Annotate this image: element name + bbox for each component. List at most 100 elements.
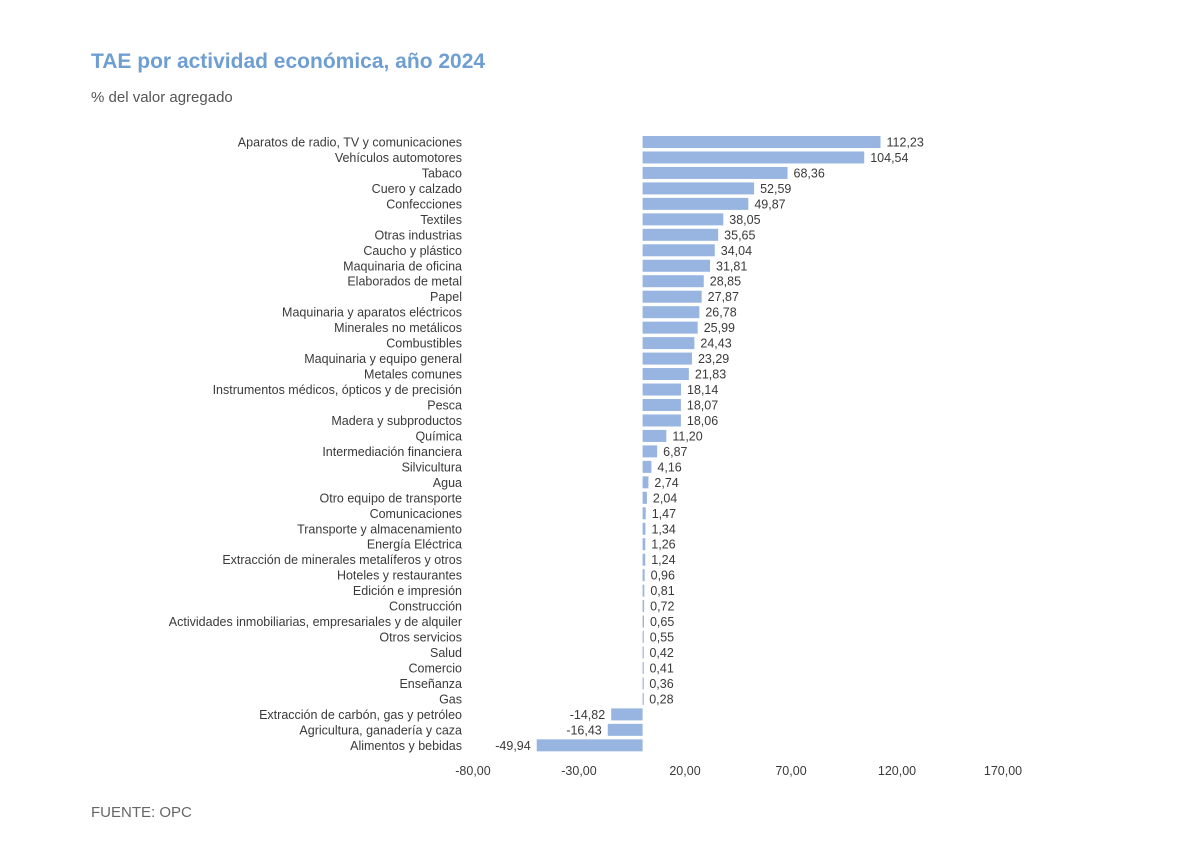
- data-label: 0,41: [649, 661, 673, 675]
- category-label: Maquinaria y equipo general: [304, 352, 462, 366]
- data-label: 21,83: [695, 368, 726, 382]
- bar: [642, 290, 702, 303]
- category-label: Otras industrias: [374, 228, 462, 242]
- category-label: Edición e impresión: [353, 584, 462, 598]
- bar: [642, 631, 644, 644]
- data-label: 52,59: [760, 182, 791, 196]
- category-label: Cuero y calzado: [372, 182, 462, 196]
- category-label: Gas: [439, 692, 462, 706]
- data-label: 35,65: [724, 228, 755, 242]
- bar: [642, 213, 724, 226]
- data-label: 27,87: [708, 290, 739, 304]
- category-label: Enseñanza: [399, 677, 462, 691]
- category-label: Aparatos de radio, TV y comunicaciones: [238, 136, 462, 150]
- data-label: 18,06: [687, 414, 718, 428]
- bar: [642, 306, 700, 319]
- category-label: Intermediación financiera: [322, 445, 462, 459]
- data-label: 6,87: [663, 445, 687, 459]
- bar: [642, 569, 645, 582]
- category-label: Comercio: [409, 661, 463, 675]
- category-label: Silvicultura: [402, 460, 462, 474]
- chart-source: FUENTE: OPC: [91, 804, 192, 821]
- category-label: Química: [415, 429, 462, 443]
- category-label: Combustibles: [386, 337, 462, 351]
- x-tick-label: 170,00: [984, 764, 1022, 778]
- data-label: 49,87: [754, 197, 785, 211]
- category-label: Otros servicios: [379, 631, 462, 645]
- bar: [642, 538, 646, 551]
- bar: [642, 383, 682, 396]
- data-label: 0,36: [649, 677, 673, 691]
- data-label: 0,65: [650, 615, 674, 629]
- category-label: Extracción de carbón, gas y petróleo: [259, 708, 462, 722]
- x-tick-label: 120,00: [878, 764, 916, 778]
- category-label: Elaborados de metal: [347, 275, 462, 289]
- data-label: 0,81: [650, 584, 674, 598]
- x-tick-label: -30,00: [561, 764, 596, 778]
- data-label: 24,43: [700, 337, 731, 351]
- data-label: 1,34: [651, 522, 675, 536]
- chart-title: TAE por actividad económica, año 2024: [91, 50, 486, 73]
- bar: [642, 661, 644, 674]
- category-label: Extracción de minerales metalíferos y ot…: [222, 553, 462, 567]
- bar: [642, 553, 646, 566]
- category-label: Metales comunes: [364, 368, 462, 382]
- bar: [642, 398, 681, 411]
- x-axis-ticks: -80,00 -30,00 20,00 70,00 120,00 170,00: [455, 764, 1022, 778]
- category-label: Caucho y plástico: [363, 244, 462, 258]
- category-label: Confecciones: [386, 197, 462, 211]
- bar: [642, 600, 645, 613]
- data-label: -16,43: [566, 723, 601, 737]
- data-label: 38,05: [729, 213, 760, 227]
- bar: [642, 491, 647, 504]
- data-label: 4,16: [657, 460, 681, 474]
- category-label: Maquinaria y aparatos eléctricos: [282, 306, 462, 320]
- category-label: Hoteles y restaurantes: [337, 569, 462, 583]
- data-label: 1,24: [651, 553, 675, 567]
- data-label: 11,20: [672, 429, 702, 443]
- category-label: Agua: [433, 476, 462, 490]
- x-tick-label: 70,00: [775, 764, 806, 778]
- data-label: 0,42: [649, 646, 673, 660]
- bar: [607, 723, 643, 736]
- category-label: Salud: [430, 646, 462, 660]
- bar: [642, 228, 719, 241]
- category-label: Textiles: [420, 213, 462, 227]
- bar: [642, 615, 644, 628]
- bar: [642, 414, 681, 427]
- data-label: 1,26: [651, 538, 675, 552]
- category-label: Comunicaciones: [370, 507, 462, 521]
- category-label: Actividades inmobiliarias, empresariales…: [169, 615, 462, 629]
- x-tick-label: -80,00: [455, 764, 490, 778]
- bar: [642, 368, 689, 381]
- bar: [642, 429, 667, 442]
- data-label: 28,85: [710, 275, 741, 289]
- bar: [611, 708, 643, 721]
- data-label: 104,54: [870, 151, 908, 165]
- bar: [642, 584, 645, 597]
- category-label: Madera y subproductos: [331, 414, 462, 428]
- bar: [642, 136, 881, 148]
- data-label: 0,72: [650, 600, 674, 614]
- bar: [642, 244, 715, 257]
- bar: [642, 151, 865, 164]
- data-label: 0,96: [651, 569, 675, 583]
- category-labels: Aparatos de radio, TV y comunicacionesVe…: [169, 136, 462, 753]
- bar: [642, 692, 644, 705]
- category-label: Instrumentos médicos, ópticos y de preci…: [213, 383, 462, 397]
- category-label: Vehículos automotores: [335, 151, 462, 165]
- category-label: Minerales no metálicos: [334, 321, 462, 335]
- bar: [642, 522, 646, 535]
- category-label: Alimentos y bebidas: [350, 739, 462, 753]
- category-label: Otro equipo de transporte: [320, 491, 462, 505]
- data-label: 0,28: [649, 692, 673, 706]
- bar: [642, 352, 692, 365]
- category-label: Construcción: [389, 600, 462, 614]
- bar: [642, 182, 755, 195]
- data-label: 68,36: [794, 166, 825, 180]
- data-label: 25,99: [704, 321, 735, 335]
- bar: [642, 646, 644, 659]
- bar: [642, 460, 652, 473]
